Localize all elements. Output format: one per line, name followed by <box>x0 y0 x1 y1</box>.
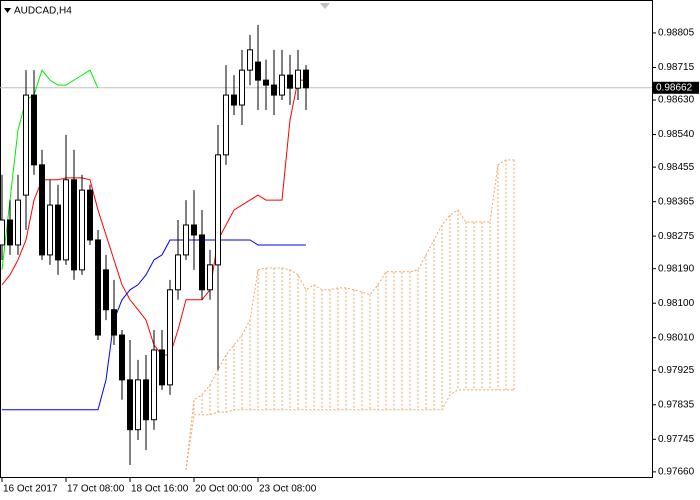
candle-body <box>15 199 21 246</box>
x-tick-label: 18 Oct 16:00 <box>131 484 189 495</box>
y-tick-label: 0.98190 <box>658 263 695 274</box>
candle-body <box>135 379 141 431</box>
y-tick-label: 0.98010 <box>658 332 695 343</box>
plot-frame <box>0 0 653 478</box>
candle-body <box>95 239 101 336</box>
candle-body <box>295 69 301 89</box>
y-tick-label: 0.98365 <box>658 196 695 207</box>
candle-body <box>191 224 197 236</box>
last-price-box <box>653 81 699 94</box>
x-tick-label: 20 Oct 00:00 <box>195 484 253 495</box>
candle-body <box>7 219 13 246</box>
candle-body <box>111 309 117 336</box>
cloud-lower <box>185 389 514 471</box>
candle-body <box>79 189 85 271</box>
y-tick-label: 0.97745 <box>658 434 695 445</box>
x-tick-label: 16 Oct 2017 <box>3 484 58 495</box>
candle-body <box>103 269 109 311</box>
candle-body <box>39 164 45 256</box>
candle-body <box>47 204 53 256</box>
candle-body <box>231 94 237 106</box>
candle-body <box>0 219 5 246</box>
y-tick-label: 0.97835 <box>658 399 695 410</box>
scroll-marker <box>320 3 330 9</box>
candle-body <box>143 379 149 421</box>
y-tick-label: 0.98630 <box>658 95 695 106</box>
candle-body <box>183 224 189 256</box>
candle-body <box>303 69 309 89</box>
y-tick-label: 0.97925 <box>658 365 695 376</box>
candle-body <box>247 49 253 71</box>
x-tick-label: 17 Oct 08:00 <box>67 484 125 495</box>
candle-body <box>119 334 125 381</box>
chart-title: AUDCAD,H4 <box>14 6 72 17</box>
candle-body <box>207 264 213 291</box>
candle-body <box>175 254 181 291</box>
candle-body <box>127 379 133 431</box>
y-tick-label: 0.98805 <box>658 28 695 39</box>
candle-body <box>279 74 285 96</box>
indicator-line <box>2 239 306 411</box>
candle-body <box>287 74 293 89</box>
candle-body <box>23 94 29 196</box>
y-tick-label: 0.98100 <box>658 298 695 309</box>
candle-body <box>31 94 37 166</box>
candle-body <box>87 189 93 241</box>
candle-body <box>215 154 221 266</box>
candle-body <box>55 204 61 261</box>
candle-body <box>239 69 245 106</box>
candle-body <box>199 234 205 291</box>
last-price-label: 0.98662 <box>656 82 693 93</box>
candle-body <box>151 349 157 421</box>
x-tick-label: 23 Oct 08:00 <box>259 484 317 495</box>
y-tick-label: 0.98275 <box>658 231 695 242</box>
candle-body <box>223 94 229 156</box>
candle-body <box>255 61 261 81</box>
candle-body <box>263 79 269 86</box>
y-tick-label: 0.98455 <box>658 162 695 173</box>
indicator-line <box>1 69 99 270</box>
candle-body <box>71 179 77 271</box>
candle-body <box>167 289 173 386</box>
header-icon <box>4 8 11 13</box>
y-tick-label: 0.98540 <box>658 129 695 140</box>
y-tick-label: 0.97660 <box>658 467 695 478</box>
candle-body <box>159 349 165 386</box>
y-tick-label: 0.98715 <box>658 62 695 73</box>
candle-body <box>63 179 69 261</box>
candle-body <box>271 84 277 96</box>
